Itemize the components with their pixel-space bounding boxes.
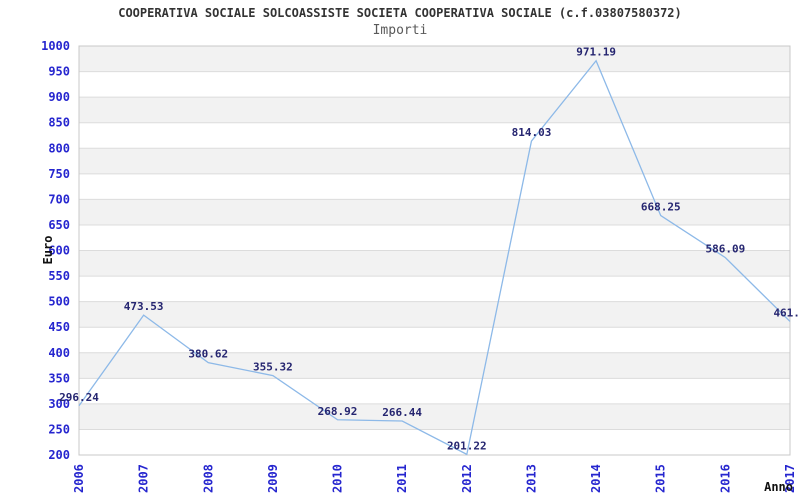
point-label: 668.25 [641,201,681,214]
y-tick-label: 250 [48,422,70,436]
point-labels: 296.24 473.53 380.62 355.32 268.92 266.44 201.… [59,46,800,453]
y-tick-label: 950 [48,65,70,79]
point-label: 814.03 [512,126,552,139]
y-tick-label: 650 [48,218,70,232]
x-tick-labels: 2006 2007 2008 2009 2010 2011 2012 2013 2014 2015… [72,464,797,493]
x-tick-label: 2007 [137,464,151,493]
y-tick-label: 500 [48,295,70,309]
point-label: 268.92 [318,405,358,418]
y-tick-label: 1000 [41,39,70,53]
point-label: 355.32 [253,361,293,374]
y-tick-label: 750 [48,167,70,181]
x-tick-label: 2009 [266,464,280,493]
x-tick-label: 2014 [589,464,603,493]
y-axis-title: Euro [41,235,55,265]
gridlines [79,71,790,430]
y-tick-label: 850 [48,116,70,130]
plot-border [78,45,791,456]
y-tick-label: 350 [48,371,70,385]
x-tick-label: 2016 [718,464,732,493]
chart-subtitle: Importi [372,23,428,38]
y-tick-label: 400 [48,346,70,360]
y-tick-label: 300 [48,397,70,411]
y-tick-label: 600 [48,244,70,258]
x-tick-label: 2010 [331,464,345,493]
y-tick-label: 700 [48,192,70,206]
x-axis-title: Anno [764,480,793,494]
x-tick-label: 2008 [201,464,215,493]
x-tick-label: 2006 [72,464,86,493]
point-label: 473.53 [124,300,164,313]
x-tick-label: 2017 [783,464,797,493]
y-tick-label: 450 [48,320,70,334]
y-tick-label: 550 [48,269,70,283]
point-label: 201.22 [447,439,487,452]
y-tick-labels: 1000 950 900 850 800 750 700 650 600 550 500 450 400… [41,39,70,462]
point-label: 971.19 [576,46,616,59]
chart-title: COOPERATIVA SOCIALE SOLCOASSISTE SOCIETA… [118,6,682,20]
x-tick-label: 2012 [460,464,474,493]
point-label: 461.2 [773,306,800,319]
x-tick-label: 2011 [395,464,409,493]
data-line [78,59,791,456]
point-label: 586.09 [705,243,745,256]
y-tick-label: 900 [48,90,70,104]
x-tick-label: 2015 [654,464,668,493]
point-label: 296.24 [59,391,99,404]
point-label: 266.44 [382,406,422,419]
x-tick-label: 2013 [524,464,538,493]
point-label: 380.62 [188,348,228,361]
y-tick-label: 800 [48,141,70,155]
y-tick-label: 200 [48,448,70,462]
grid-bands [79,46,790,455]
